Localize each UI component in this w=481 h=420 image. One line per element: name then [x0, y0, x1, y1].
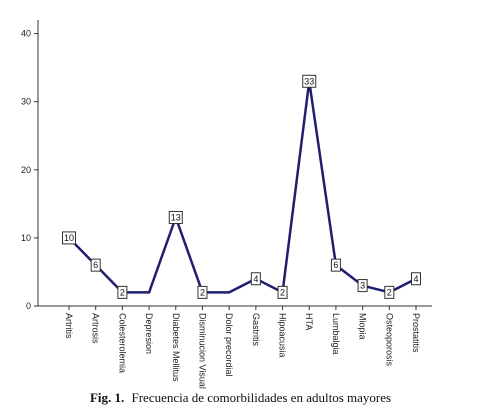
data-label: 4 [411, 272, 421, 286]
data-label-text: 6 [93, 260, 98, 270]
data-label-text: 6 [333, 260, 338, 270]
caption-text: Frecuencia de comorbilidades en adultos … [131, 390, 392, 405]
data-label: 13 [168, 210, 183, 224]
x-tick-label: Lumbalgia [331, 313, 341, 355]
data-label-box [168, 210, 183, 224]
data-label-box [411, 272, 421, 286]
data-label-box [62, 231, 76, 245]
line-chart: 0 10 20 30 40 Artritis Artrosis Colesterolemia D… [21, 20, 432, 389]
x-tick-label: Hipoacusia [278, 313, 288, 358]
x-tick-label: Artritis [64, 313, 74, 339]
x-tick-label: Osteoporosis [384, 313, 394, 367]
data-label-box [117, 285, 128, 299]
data-label-box [384, 285, 395, 299]
data-label-text: 2 [200, 287, 205, 297]
x-tick-label: Colesterolemia [117, 313, 127, 373]
y-tick-label: 30 [21, 97, 31, 107]
data-label: 6 [330, 258, 341, 272]
data-label: 10 [62, 231, 76, 245]
data-label: 33 [302, 74, 317, 88]
x-tick-label: Dolor precordial [224, 313, 234, 377]
series-line-group [68, 81, 417, 295]
data-label: 2 [117, 285, 128, 299]
data-label-box [250, 272, 261, 286]
data-label-text: 2 [120, 287, 125, 297]
data-label-text: 13 [171, 212, 181, 222]
data-label-text: 2 [387, 287, 392, 297]
data-label-text: 2 [280, 287, 285, 297]
data-label-text: 4 [413, 274, 418, 284]
data-label-box [357, 279, 368, 293]
data-label-text: 33 [304, 76, 314, 86]
x-tick-label: Diabetes Mellitus [171, 313, 181, 382]
data-label-box [330, 258, 341, 272]
data-label-box [197, 285, 208, 299]
x-tick-label: Artrosis [91, 313, 101, 344]
data-label-text: 10 [64, 233, 74, 243]
figure-number: Fig. 1. [89, 390, 125, 405]
x-tick-label: Depresion [144, 313, 154, 354]
data-label: 2 [384, 285, 395, 299]
data-label-box [277, 285, 288, 299]
axes: 0 10 20 30 40 Artritis Artrosis Colesterolemia D… [21, 20, 432, 389]
y-tick-label: 0 [26, 301, 31, 311]
data-label-box [90, 258, 101, 272]
data-label: 2 [277, 285, 288, 299]
x-tick-label: Gastritis [251, 313, 261, 347]
series-line [68, 81, 417, 295]
data-label: 6 [90, 258, 101, 272]
y-tick-label: 40 [21, 29, 31, 39]
y-tick-label: 20 [21, 165, 31, 175]
data-label: 4 [250, 272, 261, 286]
data-label-text: 3 [360, 281, 365, 291]
data-label: 2 [197, 285, 208, 299]
data-label-text: 4 [253, 274, 258, 284]
x-tick-label: HTA [304, 313, 314, 330]
x-tick-label: Miopia [358, 313, 368, 340]
x-tick-label: Disminucion Visual [197, 313, 207, 389]
data-label: 3 [357, 279, 368, 293]
figure-caption: Fig. 1. Frecuencia de comorbilidades en … [0, 390, 481, 406]
data-label-box [302, 74, 317, 88]
y-tick-label: 10 [21, 233, 31, 243]
x-tick-label: Prostatitis [411, 313, 421, 353]
